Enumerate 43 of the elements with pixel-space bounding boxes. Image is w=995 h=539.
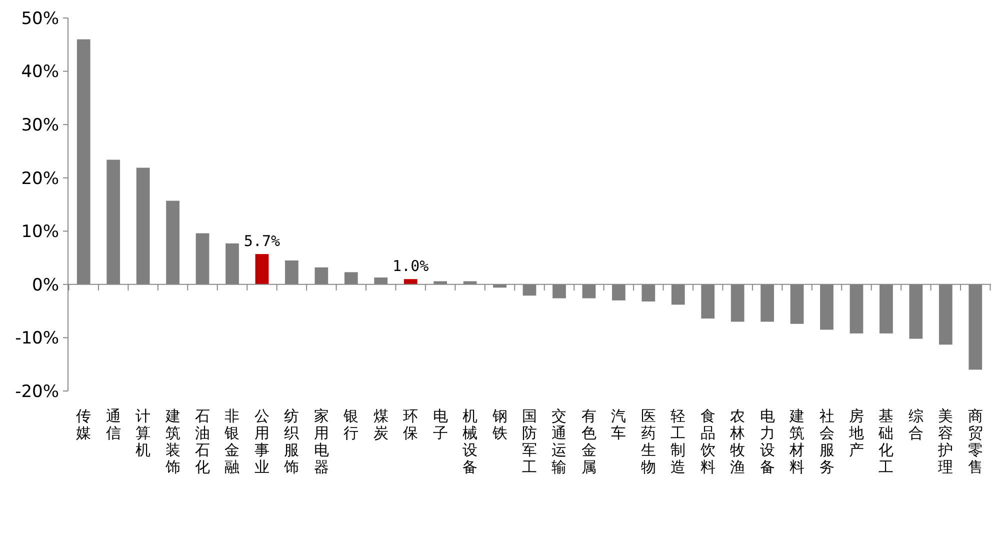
x-tick-label: 建筑材料: [788, 407, 805, 476]
x-tick-label: 石油石化: [195, 407, 210, 476]
x-tick-label: 国防军工: [522, 407, 537, 476]
x-tick-label: 综合: [908, 407, 924, 442]
x-tick-label: 家用电器: [314, 407, 329, 476]
x-tick-label: 医药生物: [640, 407, 656, 476]
x-tick-label: 纺织服饰: [283, 407, 300, 476]
x-tick-label: 公用事业: [254, 407, 270, 476]
x-tick-label: 房地产: [848, 407, 864, 459]
y-tick-label: -20%: [15, 382, 59, 402]
x-tick-label: 传媒: [76, 407, 92, 442]
y-tick-label: 30%: [21, 116, 59, 136]
x-tick-label: 基础化工: [878, 407, 894, 476]
x-tick-label: 建筑装饰: [164, 407, 180, 476]
y-tick-label: 20%: [21, 168, 59, 189]
x-tick-label: 商贸零售: [968, 407, 983, 476]
y-tick-label: -10%: [15, 328, 59, 349]
x-tick-label: 钢铁: [491, 407, 508, 442]
x-tick-label: 有色金属: [581, 407, 596, 476]
x-tick-label: 轻工制造: [670, 407, 686, 476]
bar: [404, 279, 418, 284]
x-tick-label: 煤炭: [373, 407, 388, 442]
bar: [255, 254, 269, 284]
x-tick-label: 电力设备: [760, 407, 775, 476]
x-tick-label: 社会服务: [819, 407, 834, 476]
y-tick-label: 10%: [21, 222, 59, 242]
data-label: 5.7%: [244, 232, 280, 250]
y-tick-label: 0%: [32, 275, 59, 296]
x-tick-label: 美容护理: [937, 407, 954, 476]
x-tick-label: 通信: [106, 407, 121, 442]
y-tick-label: 50%: [21, 8, 59, 29]
x-tick-label: 环保: [403, 407, 418, 442]
x-tick-label: 机械设备: [462, 407, 478, 476]
data-label: 1.0%: [392, 257, 429, 276]
x-tick-label: 农林牧渔: [729, 407, 746, 476]
x-tick-label: 食品饮料: [699, 407, 716, 476]
x-tick-label: 电子: [432, 407, 448, 442]
x-tick-label: 计算机: [136, 407, 151, 459]
x-tick-label: 银行: [342, 407, 359, 442]
x-tick-label: 汽车: [611, 407, 626, 442]
y-tick-label: 40%: [21, 62, 59, 82]
x-tick-label: 交通运输: [552, 407, 567, 476]
x-tick-label: 非银金融: [224, 407, 240, 476]
